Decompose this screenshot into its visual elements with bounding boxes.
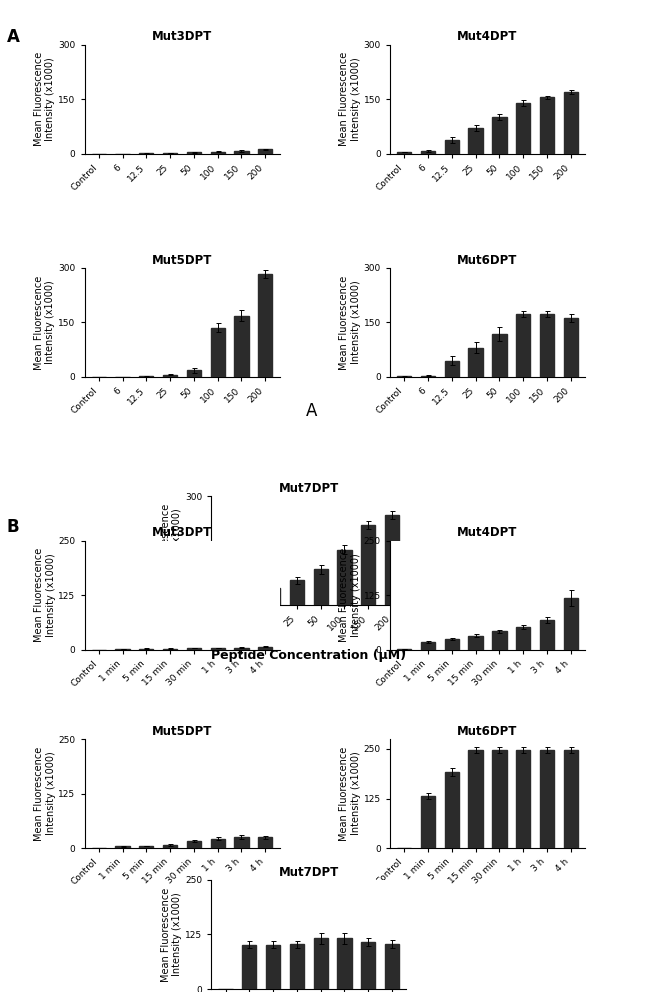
- Bar: [139, 846, 153, 848]
- Bar: [211, 327, 225, 377]
- Bar: [385, 944, 399, 989]
- Bar: [540, 620, 554, 650]
- Bar: [290, 944, 304, 989]
- Bar: [516, 627, 530, 650]
- Bar: [469, 348, 483, 377]
- Bar: [234, 151, 248, 154]
- Bar: [242, 602, 257, 605]
- Y-axis label: Mean Fluorescence
Intensity (x1000): Mean Fluorescence Intensity (x1000): [34, 746, 55, 841]
- Bar: [266, 587, 280, 605]
- Bar: [211, 152, 225, 154]
- Y-axis label: Mean Fluorescence
Intensity (x1000): Mean Fluorescence Intensity (x1000): [339, 746, 361, 841]
- Bar: [564, 598, 578, 650]
- Bar: [211, 838, 225, 848]
- Bar: [469, 128, 483, 154]
- Y-axis label: Mean Fluorescence
Intensity (x1000): Mean Fluorescence Intensity (x1000): [34, 52, 55, 147]
- Y-axis label: Mean Fluorescence
Intensity (x1000): Mean Fluorescence Intensity (x1000): [161, 503, 182, 598]
- Text: A: A: [6, 28, 20, 46]
- Bar: [540, 314, 554, 377]
- Bar: [421, 642, 436, 650]
- Bar: [187, 841, 201, 848]
- Bar: [469, 750, 483, 848]
- Bar: [234, 837, 248, 848]
- Bar: [445, 140, 459, 154]
- Bar: [258, 837, 272, 848]
- Bar: [397, 152, 411, 154]
- Bar: [564, 318, 578, 377]
- Text: B: B: [6, 518, 19, 536]
- Title: Mut4DPT: Mut4DPT: [458, 527, 517, 540]
- Bar: [313, 569, 328, 605]
- Bar: [564, 750, 578, 848]
- Bar: [516, 750, 530, 848]
- Bar: [258, 150, 272, 154]
- Title: Mut5DPT: Mut5DPT: [152, 725, 212, 738]
- X-axis label: Peptide Concentration (μM): Peptide Concentration (μM): [211, 649, 406, 663]
- Y-axis label: Mean Fluorescence
Intensity (x1000): Mean Fluorescence Intensity (x1000): [161, 887, 182, 982]
- Bar: [445, 361, 459, 377]
- Bar: [337, 938, 352, 989]
- Bar: [361, 525, 375, 605]
- Bar: [187, 370, 201, 377]
- Bar: [492, 750, 506, 848]
- Bar: [421, 796, 436, 848]
- Bar: [421, 376, 436, 377]
- Bar: [116, 846, 130, 848]
- Title: Mut7DPT: Mut7DPT: [279, 482, 339, 495]
- Bar: [516, 314, 530, 377]
- Bar: [187, 648, 201, 650]
- Bar: [445, 639, 459, 650]
- Bar: [211, 648, 225, 650]
- Bar: [540, 750, 554, 848]
- Title: Mut4DPT: Mut4DPT: [458, 31, 517, 44]
- Title: Mut6DPT: Mut6DPT: [458, 725, 517, 738]
- Bar: [163, 375, 177, 377]
- Bar: [290, 580, 304, 605]
- Bar: [469, 636, 483, 650]
- Bar: [242, 944, 257, 989]
- Title: Mut3DPT: Mut3DPT: [152, 31, 212, 44]
- Bar: [516, 103, 530, 154]
- Y-axis label: Mean Fluorescence
Intensity (x1000): Mean Fluorescence Intensity (x1000): [34, 275, 55, 370]
- Title: Mut7DPT: Mut7DPT: [279, 866, 339, 879]
- Bar: [385, 515, 399, 605]
- Bar: [540, 97, 554, 154]
- Bar: [258, 647, 272, 650]
- Bar: [163, 649, 177, 650]
- Title: Mut6DPT: Mut6DPT: [458, 254, 517, 267]
- Bar: [492, 334, 506, 377]
- Bar: [445, 772, 459, 848]
- Bar: [361, 941, 375, 989]
- Y-axis label: Mean Fluorescence
Intensity (x1000): Mean Fluorescence Intensity (x1000): [339, 548, 361, 643]
- Bar: [139, 649, 153, 650]
- Bar: [234, 648, 248, 650]
- Title: Mut5DPT: Mut5DPT: [152, 254, 212, 267]
- Y-axis label: Mean Fluorescence
Intensity (x1000): Mean Fluorescence Intensity (x1000): [339, 275, 361, 370]
- Bar: [266, 944, 280, 989]
- Bar: [258, 274, 272, 377]
- Bar: [564, 92, 578, 154]
- Y-axis label: Mean Fluorescence
Intensity (x1000): Mean Fluorescence Intensity (x1000): [339, 52, 361, 147]
- Bar: [492, 632, 506, 650]
- Bar: [187, 153, 201, 154]
- Bar: [337, 550, 352, 605]
- Bar: [234, 315, 248, 377]
- Title: Mut3DPT: Mut3DPT: [152, 527, 212, 540]
- Text: A: A: [306, 402, 317, 420]
- Y-axis label: Mean Fluorescence
Intensity (x1000): Mean Fluorescence Intensity (x1000): [34, 548, 55, 643]
- Bar: [492, 117, 506, 154]
- Bar: [163, 845, 177, 848]
- Bar: [313, 938, 328, 989]
- Bar: [421, 151, 436, 154]
